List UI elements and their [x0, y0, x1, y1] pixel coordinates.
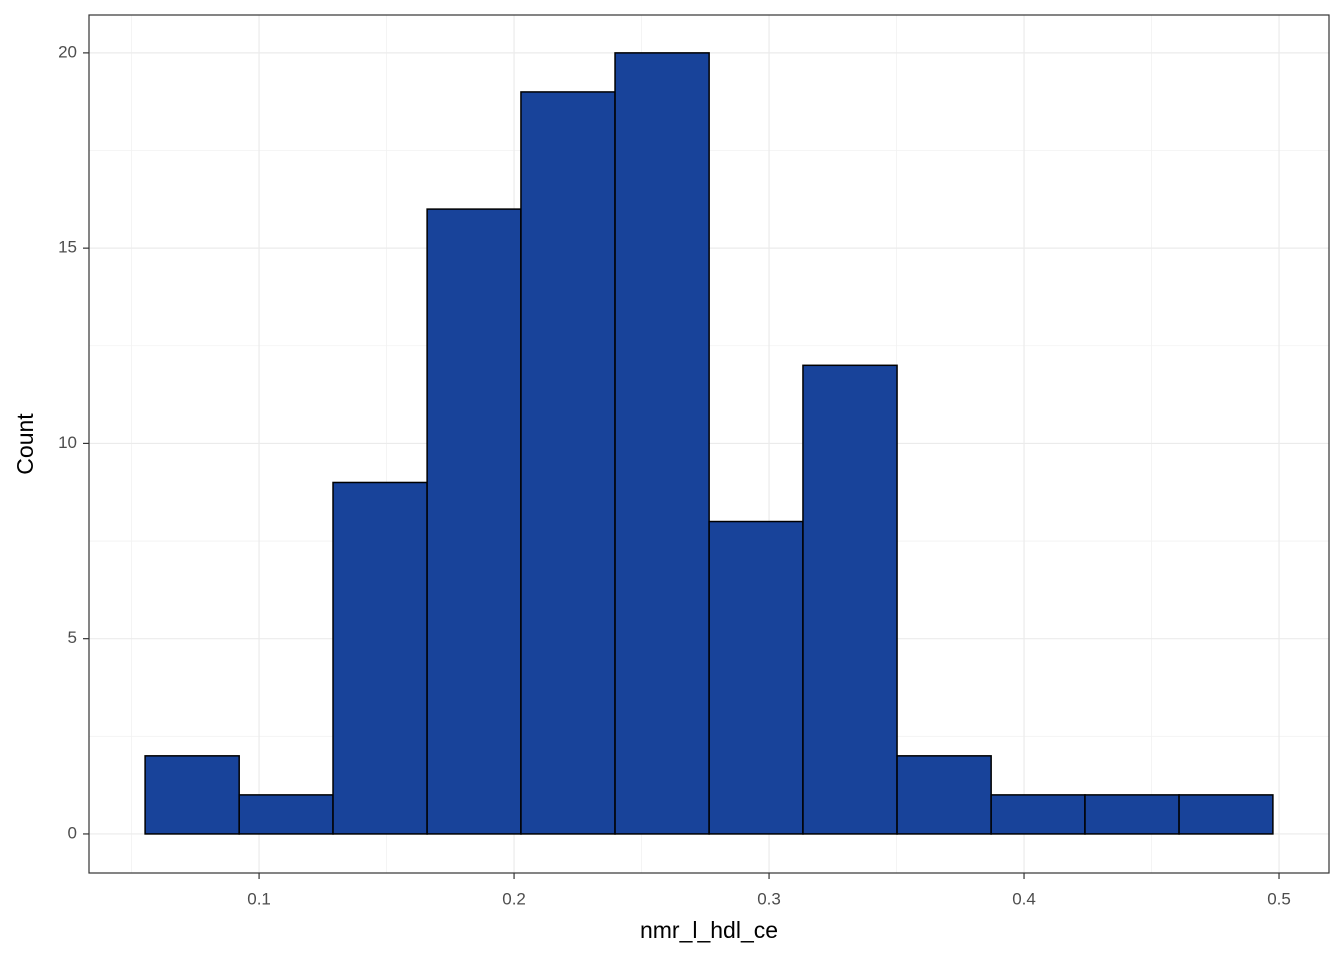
bar — [520, 91, 616, 835]
y-tick-label: 10 — [58, 433, 77, 452]
y-tick-label: 5 — [68, 628, 77, 647]
x-tick-label: 0.2 — [502, 889, 526, 908]
y-tick-label: 20 — [58, 42, 77, 61]
x-tick-label: 0.3 — [757, 889, 781, 908]
bar — [708, 520, 804, 835]
bar — [990, 794, 1086, 835]
y-tick-label: 0 — [68, 823, 77, 842]
bar — [802, 364, 898, 835]
x-axis-title: nmr_l_hdl_ce — [640, 917, 778, 943]
x-tick-label: 0.5 — [1267, 889, 1291, 908]
y-axis-title: Count — [12, 413, 38, 475]
bar — [144, 755, 240, 835]
x-tick-label: 0.4 — [1012, 889, 1036, 908]
bar — [238, 794, 334, 835]
axes: 0.1 0.2 0.3 0.4 0.5 0 5 10 15 20 — [58, 42, 1291, 908]
bar — [1084, 794, 1180, 835]
bar — [896, 755, 992, 835]
bar — [426, 208, 522, 835]
bar — [1178, 794, 1274, 835]
y-tick-label: 15 — [58, 238, 77, 257]
x-tick-label: 0.1 — [247, 889, 271, 908]
bar — [614, 52, 710, 835]
bars — [144, 52, 1274, 835]
bar — [332, 481, 428, 835]
